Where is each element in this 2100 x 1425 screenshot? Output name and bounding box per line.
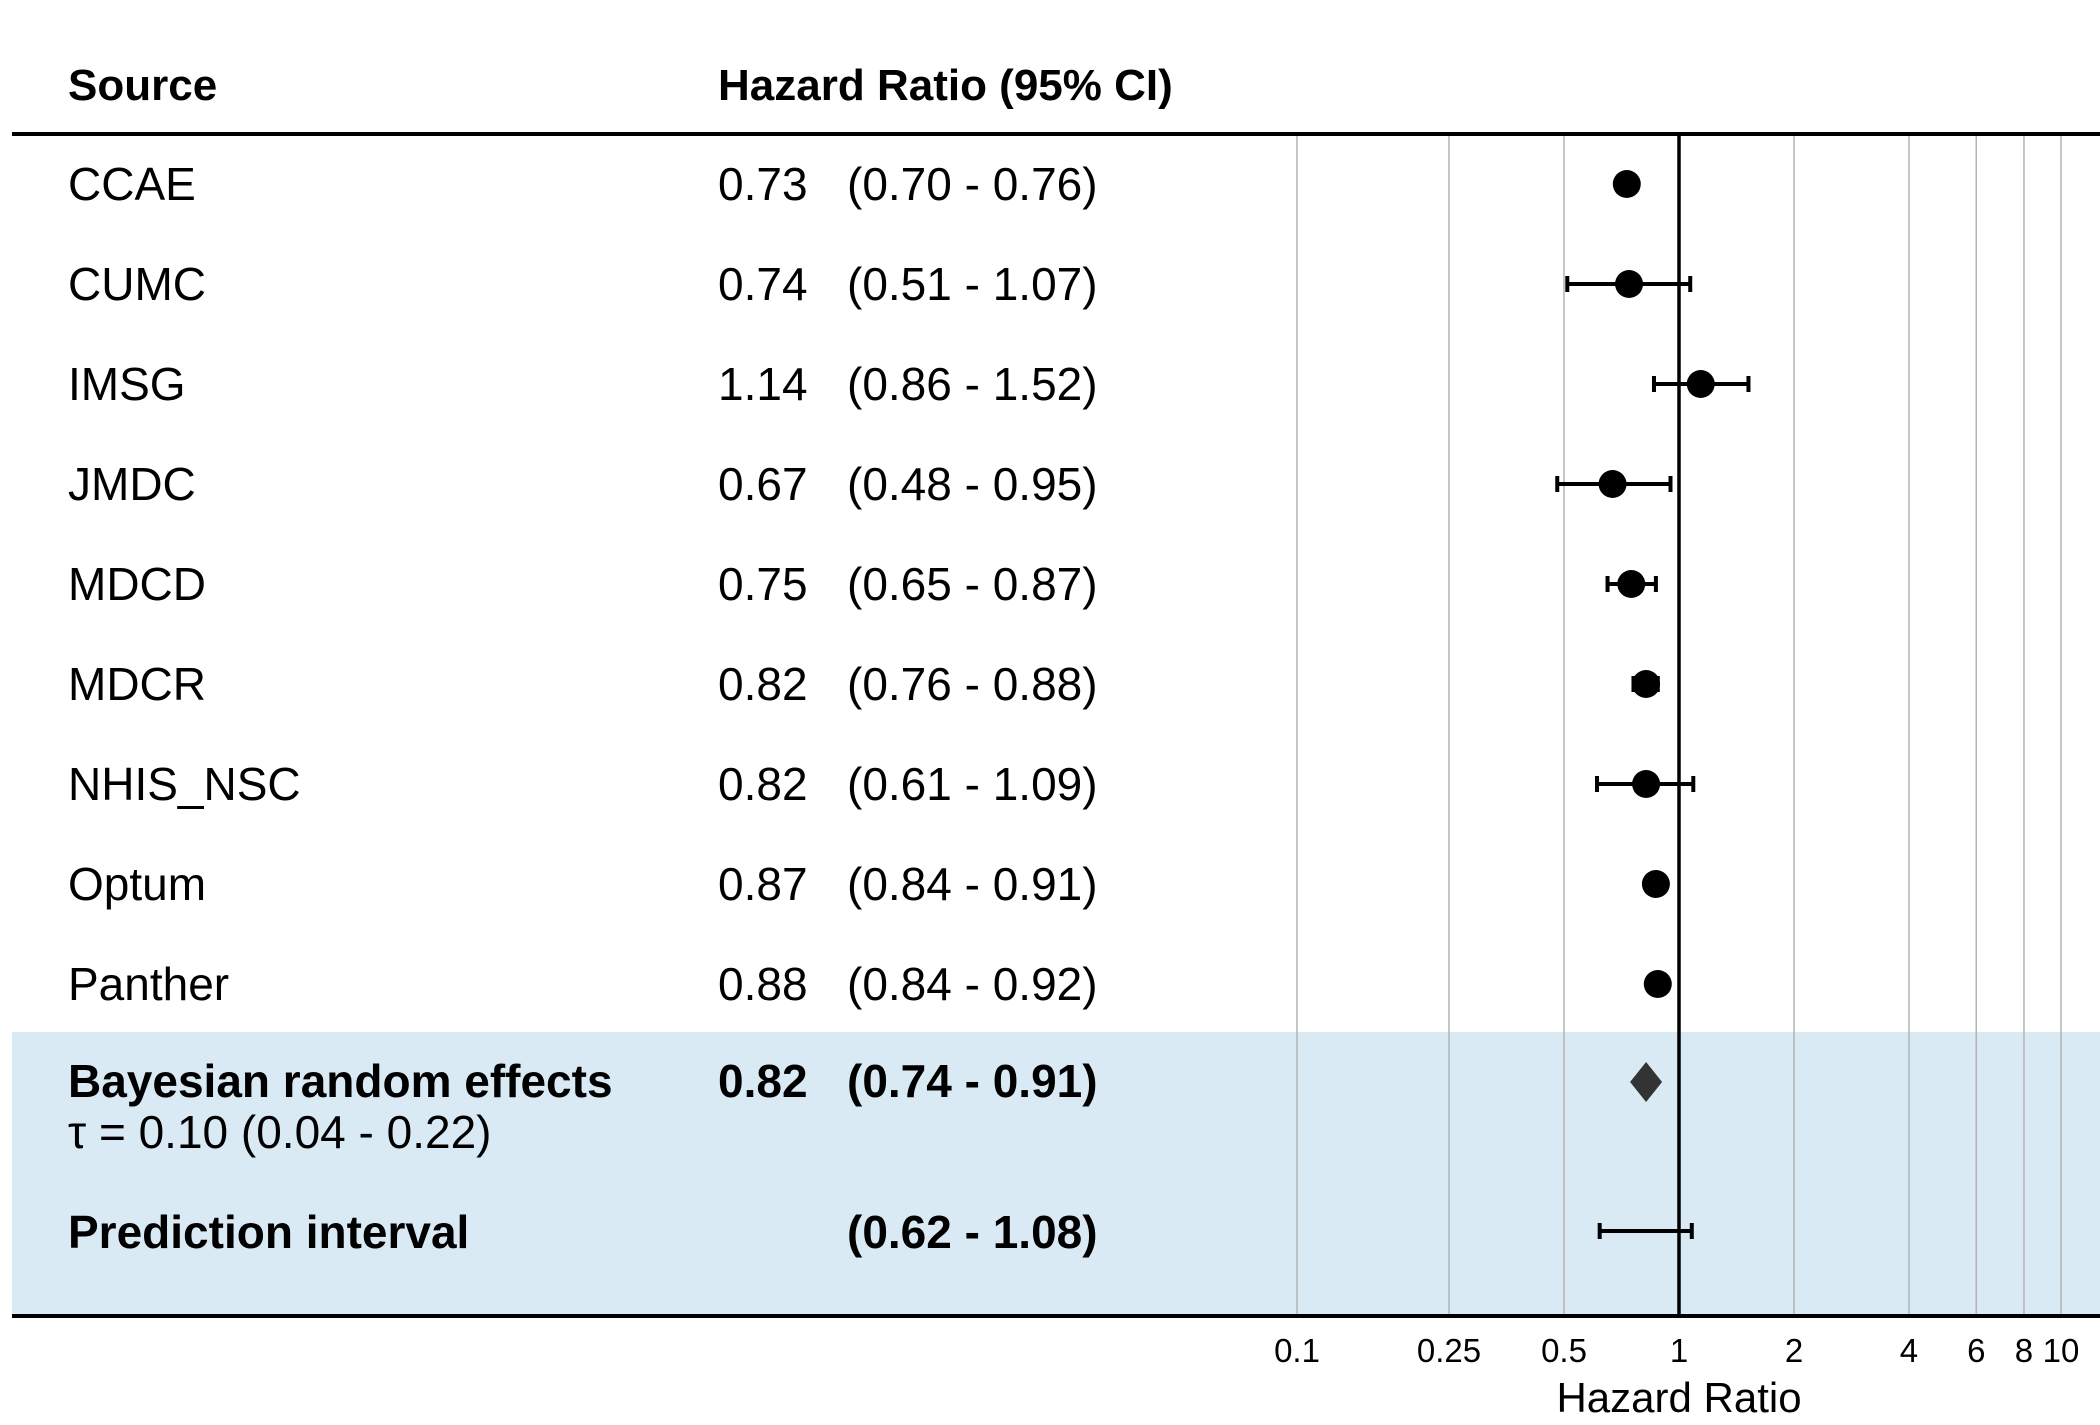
study-rows: CCAE 0.73 (0.70 - 0.76) CUMC 0.74 (0.51 - 1.0… xyxy=(68,158,1751,1010)
x-tick-label: 10 xyxy=(2043,1332,2080,1369)
row-hr: 0.67 xyxy=(718,458,808,510)
study-row: IMSG 1.14 (0.86 - 1.52) xyxy=(68,358,1751,410)
grid-lines xyxy=(1296,134,2062,1316)
x-tick-label: 6 xyxy=(1967,1332,1985,1369)
row-ci: (0.84 - 0.92) xyxy=(847,958,1098,1010)
summary-band xyxy=(12,1032,2100,1314)
x-tick-label: 0.1 xyxy=(1274,1332,1320,1369)
row-source: CCAE xyxy=(68,158,196,210)
study-row: NHIS_NSC 0.82 (0.61 - 1.09) xyxy=(68,758,1696,810)
x-tick-label: 4 xyxy=(1900,1332,1918,1369)
study-row: CCAE 0.73 (0.70 - 0.76) xyxy=(68,158,1641,210)
hr-point xyxy=(1615,270,1644,298)
row-source: Panther xyxy=(68,958,229,1010)
hr-point xyxy=(1598,470,1627,498)
row-ci: (0.51 - 1.07) xyxy=(847,258,1098,310)
prediction-interval-group xyxy=(1597,1223,1694,1239)
row-ci: (0.84 - 0.91) xyxy=(847,858,1098,910)
header-source: Source xyxy=(68,61,217,110)
summary-hr: 0.82 xyxy=(718,1055,808,1107)
study-row: Optum 0.87 (0.84 - 0.91) xyxy=(68,858,1670,910)
row-hr: 0.74 xyxy=(718,258,808,310)
hr-point xyxy=(1632,670,1661,698)
row-hr: 0.87 xyxy=(718,858,808,910)
x-axis-title: Hazard Ratio xyxy=(1556,1374,1801,1421)
study-row: Panther 0.88 (0.84 - 0.92) xyxy=(68,958,1672,1010)
prediction-label: Prediction interval xyxy=(68,1206,469,1258)
row-hr: 0.75 xyxy=(718,558,808,610)
row-source: Optum xyxy=(68,858,206,910)
row-ci: (0.48 - 0.95) xyxy=(847,458,1098,510)
hr-point xyxy=(1641,870,1670,898)
row-ci: (0.86 - 1.52) xyxy=(847,358,1098,410)
x-tick-label: 2 xyxy=(1785,1332,1803,1369)
study-row: CUMC 0.74 (0.51 - 1.07) xyxy=(68,258,1693,310)
x-tick-label: 0.5 xyxy=(1541,1332,1587,1369)
row-source: IMSG xyxy=(68,358,186,410)
row-ci: (0.61 - 1.09) xyxy=(847,758,1098,810)
summary-ci: (0.74 - 0.91) xyxy=(847,1055,1098,1107)
x-tick-label: 0.25 xyxy=(1417,1332,1481,1369)
row-hr: 1.14 xyxy=(718,358,808,410)
row-source: CUMC xyxy=(68,258,206,310)
study-row: MDCD 0.75 (0.65 - 0.87) xyxy=(68,558,1658,610)
row-ci: (0.76 - 0.88) xyxy=(847,658,1098,710)
summary-diamond-group xyxy=(1630,1062,1663,1102)
row-hr: 0.82 xyxy=(718,758,808,810)
x-axis-ticks: 0.1 0.25 0.5 1 2 4 6 8 10 xyxy=(1274,1332,2079,1369)
row-hr: 0.82 xyxy=(718,658,808,710)
hr-point xyxy=(1643,970,1672,998)
row-source: MDCR xyxy=(68,658,206,710)
study-row: JMDC 0.67 (0.48 - 0.95) xyxy=(68,458,1673,510)
row-hr: 0.73 xyxy=(718,158,808,210)
summary-tau: τ = 0.10 (0.04 - 0.22) xyxy=(68,1106,491,1158)
study-row: MDCR 0.82 (0.76 - 0.88) xyxy=(68,658,1661,710)
x-tick-label: 1 xyxy=(1670,1332,1688,1369)
prediction-ci: (0.62 - 1.08) xyxy=(847,1206,1098,1258)
row-source: NHIS_NSC xyxy=(68,758,301,810)
hr-point xyxy=(1612,170,1641,198)
hr-point xyxy=(1617,570,1646,598)
row-source: MDCD xyxy=(68,558,206,610)
row-ci: (0.70 - 0.76) xyxy=(847,158,1098,210)
row-ci: (0.65 - 0.87) xyxy=(847,558,1098,610)
hr-point xyxy=(1686,370,1715,398)
header-estimate: Hazard Ratio (95% CI) xyxy=(718,61,1173,110)
row-hr: 0.88 xyxy=(718,958,808,1010)
summary-diamond xyxy=(1630,1062,1663,1102)
hr-point xyxy=(1632,770,1661,798)
summary-label: Bayesian random effects xyxy=(68,1055,613,1107)
x-tick-label: 8 xyxy=(2015,1332,2033,1369)
row-source: JMDC xyxy=(68,458,196,510)
